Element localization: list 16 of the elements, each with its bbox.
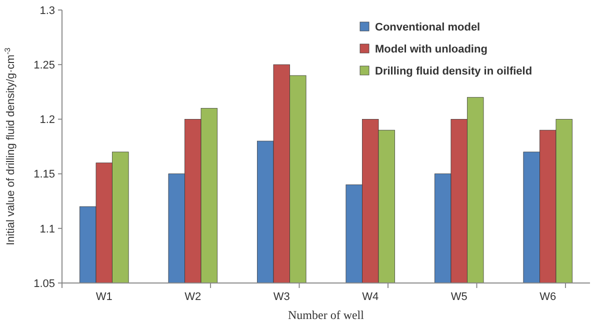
- y-tick-label: 1.3: [40, 4, 55, 17]
- x-tick-label: W4: [362, 291, 379, 303]
- y-tick-label: 1.05: [34, 278, 55, 290]
- x-tick-label: W3: [273, 291, 290, 303]
- x-tick-label: W2: [184, 291, 202, 303]
- y-tick-label: 1.1: [40, 223, 55, 236]
- y-tick-label: 1.15: [34, 168, 55, 181]
- legend-label: Model with unloading: [375, 44, 488, 56]
- x-tick-label: W5: [450, 291, 468, 303]
- legend-label: Conventional model: [375, 22, 480, 34]
- legend-label: Drilling fluid density in oilfield: [375, 66, 532, 78]
- y-tick-label: 1.25: [34, 59, 55, 72]
- y-tick-label: 1.2: [40, 114, 55, 126]
- x-tick-label: W1: [96, 291, 112, 303]
- x-axis-title: Number of well: [288, 308, 365, 322]
- x-tick-label: W6: [540, 291, 556, 303]
